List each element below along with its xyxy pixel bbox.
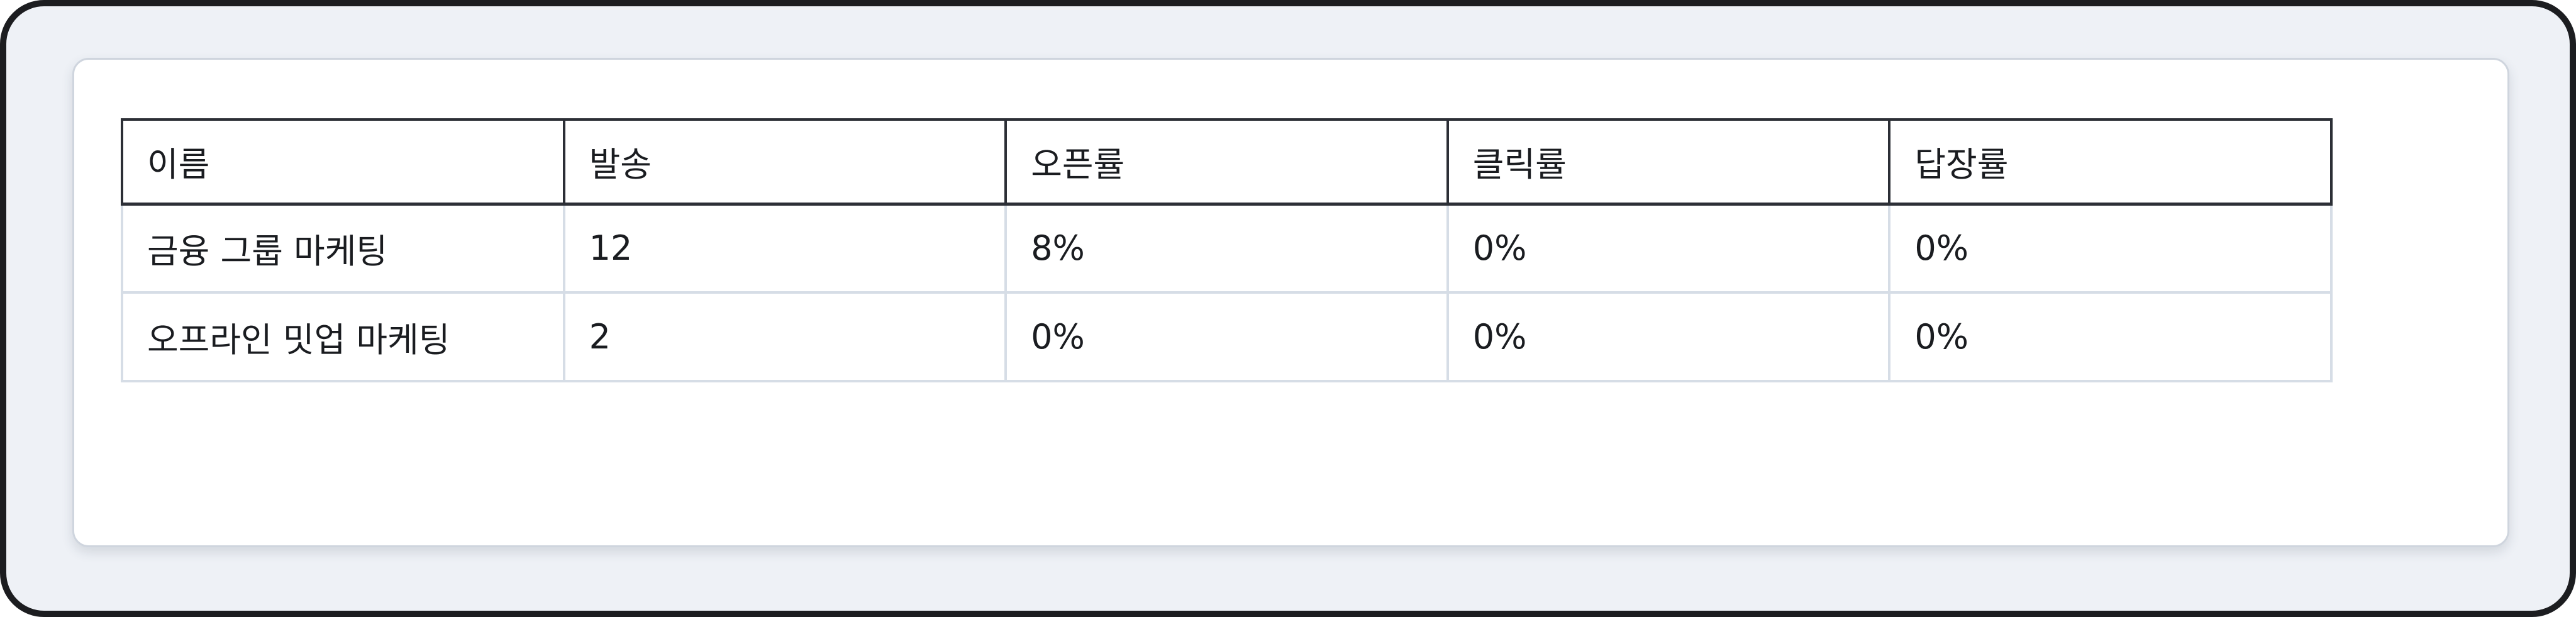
- cell-open-rate: 8%: [1004, 203, 1449, 294]
- column-header-sent[interactable]: 발송: [562, 118, 1008, 206]
- cell-sent-count: 12: [562, 203, 1008, 294]
- cell-reply-rate: 0%: [1888, 291, 2333, 382]
- table-header-row: 이름 발송 오픈률 클릭률 답장률: [121, 118, 2333, 206]
- cell-campaign-name[interactable]: 금융 그룹 마케팅: [121, 203, 565, 294]
- column-header-name[interactable]: 이름: [121, 118, 565, 206]
- cell-click-rate: 0%: [1446, 203, 1891, 294]
- cell-reply-rate: 0%: [1888, 203, 2333, 294]
- cell-open-rate: 0%: [1004, 291, 1449, 382]
- cell-sent-count: 2: [562, 291, 1008, 382]
- column-header-reply-rate[interactable]: 답장률: [1888, 118, 2333, 206]
- cell-campaign-name[interactable]: 오프라인 밋업 마케팅: [121, 291, 565, 382]
- table-row[interactable]: 금융 그룹 마케팅 12 8% 0% 0%: [121, 203, 2333, 294]
- column-header-open-rate[interactable]: 오픈률: [1004, 118, 1449, 206]
- table-row[interactable]: 오프라인 밋업 마케팅 2 0% 0% 0%: [121, 291, 2333, 382]
- campaign-stats-table: 이름 발송 오픈률 클릭률 답장률 금융 그룹 마케팅 12 8% 0% 0% …: [121, 118, 2333, 382]
- cell-click-rate: 0%: [1446, 291, 1891, 382]
- column-header-click-rate[interactable]: 클릭률: [1446, 118, 1891, 206]
